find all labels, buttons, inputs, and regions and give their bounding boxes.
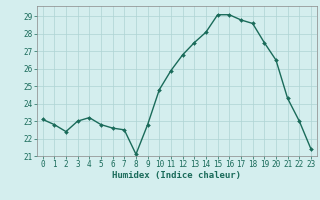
X-axis label: Humidex (Indice chaleur): Humidex (Indice chaleur)	[112, 171, 241, 180]
